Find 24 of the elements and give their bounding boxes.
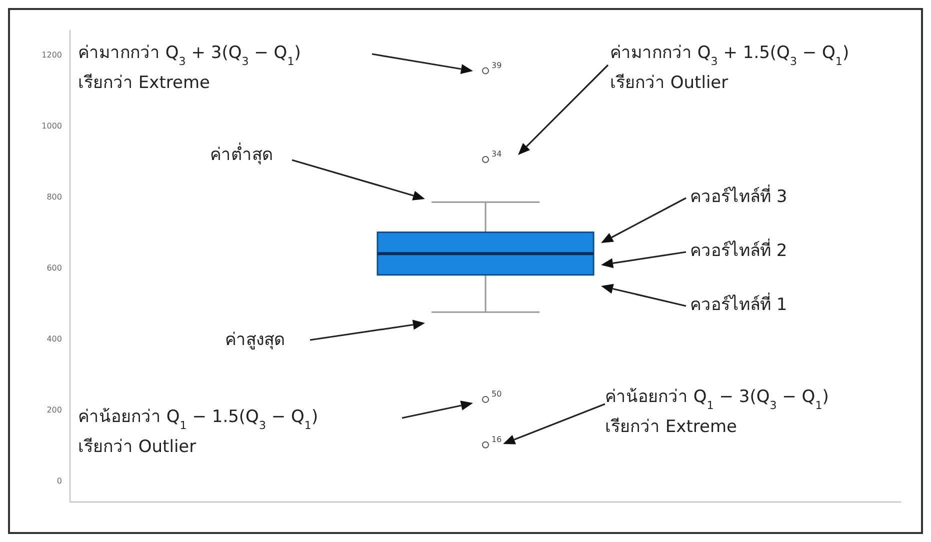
annotation: เรียกว่า Extreme bbox=[78, 73, 210, 93]
y-tick-label: 400 bbox=[46, 334, 62, 344]
annotation: ควอร์ไทล์ที่ 1 bbox=[690, 292, 788, 315]
annotation: ค่ามากกว่า Q$_{3}$ + 1.5(Q$_{3}$ − Q$_{1}$) bbox=[610, 43, 850, 68]
y-tick-label: 600 bbox=[46, 264, 62, 273]
annotation: ค่าต่ำสุด bbox=[210, 142, 273, 165]
y-tick-label: 0 bbox=[56, 476, 62, 486]
y-tick-label: 800 bbox=[46, 192, 62, 202]
annotation: เรียกว่า Extreme bbox=[605, 417, 737, 437]
annotation: ค่าสูงสุด bbox=[225, 330, 285, 350]
annotation: ควอร์ไทล์ที่ 3 bbox=[690, 184, 788, 207]
y-tick-label: 1000 bbox=[42, 122, 62, 131]
annotation: 34 bbox=[492, 150, 502, 159]
annotation: ควอร์ไทล์ที่ 2 bbox=[690, 238, 788, 261]
annotation: 16 bbox=[492, 434, 502, 444]
annotation: เรียกว่า Outlier bbox=[610, 73, 728, 93]
annotation: 39 bbox=[492, 60, 502, 70]
annotation: ค่าน้อยกว่า Q$_{1}$ − 1.5(Q$_{3}$ − Q$_{1}$) bbox=[78, 407, 318, 432]
annotation: 50 bbox=[492, 389, 502, 398]
y-tick-label: 200 bbox=[46, 406, 62, 415]
annotation: ค่ามากกว่า Q$_{3}$ + 3(Q$_{3}$ − Q$_{1}$) bbox=[78, 43, 301, 68]
annotation: เรียกว่า Outlier bbox=[78, 437, 196, 457]
annotation: ค่าน้อยกว่า Q$_{1}$ − 3(Q$_{3}$ − Q$_{1}$) bbox=[605, 387, 829, 412]
y-tick-label: 1200 bbox=[42, 50, 62, 60]
